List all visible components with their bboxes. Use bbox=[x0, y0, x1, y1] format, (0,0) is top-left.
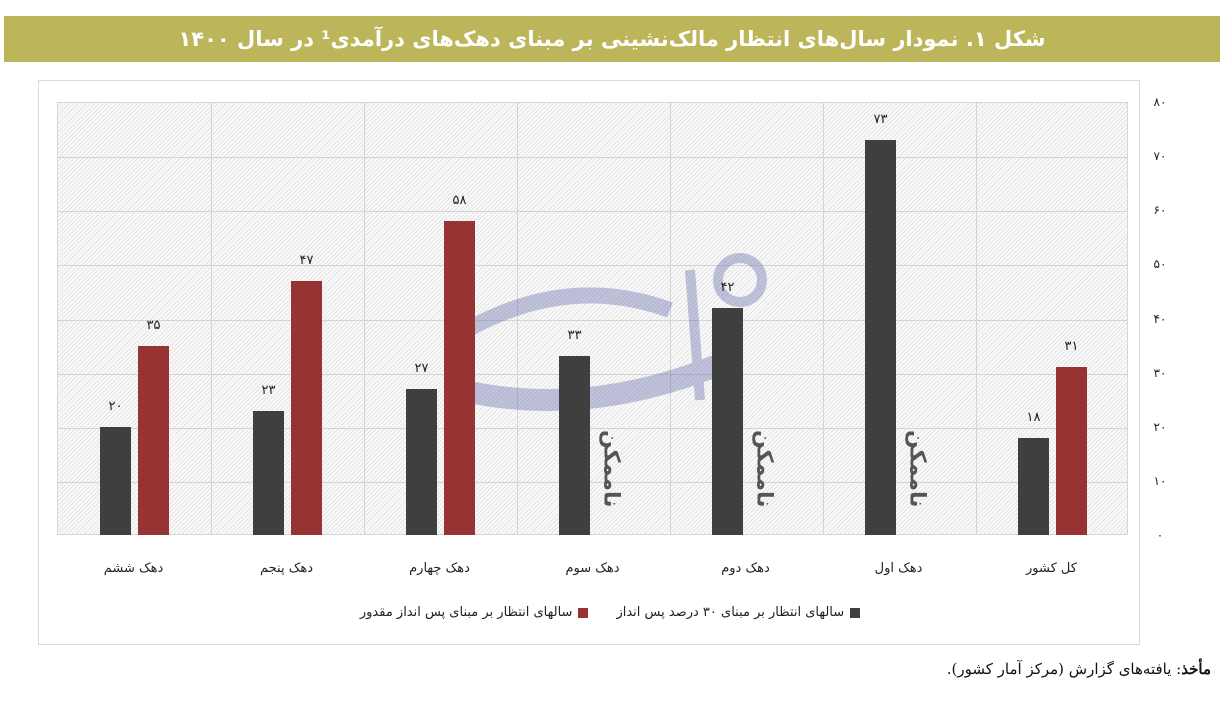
bar-dark bbox=[558, 356, 590, 535]
h-gridline bbox=[58, 319, 1127, 321]
not-possible-annotation: ناممکن bbox=[904, 430, 930, 508]
legend-label-dark: سالهای انتظار بر مبنای ۳۰ درصد پس انداز bbox=[616, 605, 845, 620]
h-gridline bbox=[58, 157, 1127, 159]
bar-dark bbox=[252, 410, 284, 535]
h-gridline bbox=[58, 427, 1127, 429]
x-tick-label: دهک پنجم bbox=[260, 561, 313, 576]
bar-red bbox=[1055, 367, 1087, 535]
not-possible-annotation: ناممکن bbox=[751, 430, 777, 508]
data-label-red: ۳۵ bbox=[146, 317, 161, 333]
x-tick-label: دهک سوم bbox=[565, 561, 620, 576]
h-gridline bbox=[58, 481, 1127, 483]
bar-dark bbox=[1017, 437, 1049, 535]
y-tick-label: ۴۰ bbox=[1153, 311, 1167, 326]
x-tick-label: دهک ششم bbox=[103, 561, 164, 576]
bar-red bbox=[443, 221, 475, 535]
legend-swatch-dark-icon bbox=[850, 607, 861, 618]
v-gridline bbox=[823, 103, 824, 534]
legend: سالهای انتظار بر مبنای ۳۰ درصد پس انداز … bbox=[300, 605, 920, 620]
data-label-dark: ۳۳ bbox=[567, 328, 582, 344]
h-gridline bbox=[58, 265, 1127, 267]
data-label-red: ۴۷ bbox=[299, 252, 314, 268]
plot-area bbox=[57, 102, 1128, 535]
y-tick-label: ۱۰ bbox=[1153, 473, 1167, 488]
bar-dark bbox=[405, 388, 437, 535]
legend-item-red: سالهای انتظار بر مبنای پس انداز مقدور bbox=[360, 605, 589, 620]
data-label-dark: ۲۷ bbox=[414, 360, 429, 376]
v-gridline bbox=[670, 103, 671, 534]
v-gridline bbox=[517, 103, 518, 534]
y-tick-label: ۶۰ bbox=[1153, 203, 1167, 218]
legend-swatch-red-icon bbox=[578, 607, 589, 618]
x-tick-label: دهک چهارم bbox=[409, 561, 470, 576]
x-tick-label: کل کشور bbox=[1026, 561, 1077, 576]
source-label: مأخذ bbox=[1181, 660, 1211, 678]
bar-red bbox=[290, 280, 322, 535]
data-label-red: ۳۱ bbox=[1064, 339, 1079, 355]
bar-dark bbox=[99, 426, 131, 535]
h-gridline bbox=[58, 211, 1127, 213]
figure-title: شکل ۱. نمودار سال‌های انتظار مالک‌نشینی … bbox=[4, 16, 1220, 62]
chart-frame bbox=[38, 80, 1140, 645]
not-possible-annotation: ناممکن bbox=[598, 430, 624, 508]
bar-dark bbox=[864, 139, 896, 535]
y-tick-label: ۳۰ bbox=[1153, 365, 1167, 380]
data-label-dark: ۲۳ bbox=[261, 382, 276, 398]
h-gridline bbox=[58, 373, 1127, 375]
y-tick-label: ۰ bbox=[1156, 528, 1164, 542]
v-gridline bbox=[364, 103, 365, 534]
y-tick-label: ۵۰ bbox=[1153, 257, 1167, 272]
data-label-red: ۵۸ bbox=[452, 193, 467, 209]
data-label-dark: ۲۰ bbox=[108, 398, 123, 414]
source-text: : یافته‌های گزارش (مرکز آمار کشور). bbox=[946, 660, 1182, 678]
y-tick-label: ۲۰ bbox=[1153, 419, 1167, 434]
y-tick-label: ۷۰ bbox=[1153, 149, 1167, 164]
v-gridline bbox=[211, 103, 212, 534]
x-tick-label: دهک اول bbox=[874, 561, 923, 576]
legend-item-dark: سالهای انتظار بر مبنای ۳۰ درصد پس انداز bbox=[616, 605, 861, 620]
source-note: مأخذ: یافته‌های گزارش (مرکز آمار کشور). bbox=[947, 660, 1211, 678]
v-gridline bbox=[976, 103, 977, 534]
x-tick-label: دهک دوم bbox=[721, 561, 770, 576]
data-label-dark: ۱۸ bbox=[1026, 409, 1041, 425]
y-tick-label: ۸۰ bbox=[1153, 95, 1167, 109]
data-label-dark: ۷۳ bbox=[873, 111, 888, 127]
legend-label-red: سالهای انتظار بر مبنای پس انداز مقدور bbox=[359, 605, 573, 620]
data-label-dark: ۴۲ bbox=[720, 279, 735, 295]
bar-dark bbox=[711, 307, 743, 535]
bar-red bbox=[137, 345, 169, 535]
